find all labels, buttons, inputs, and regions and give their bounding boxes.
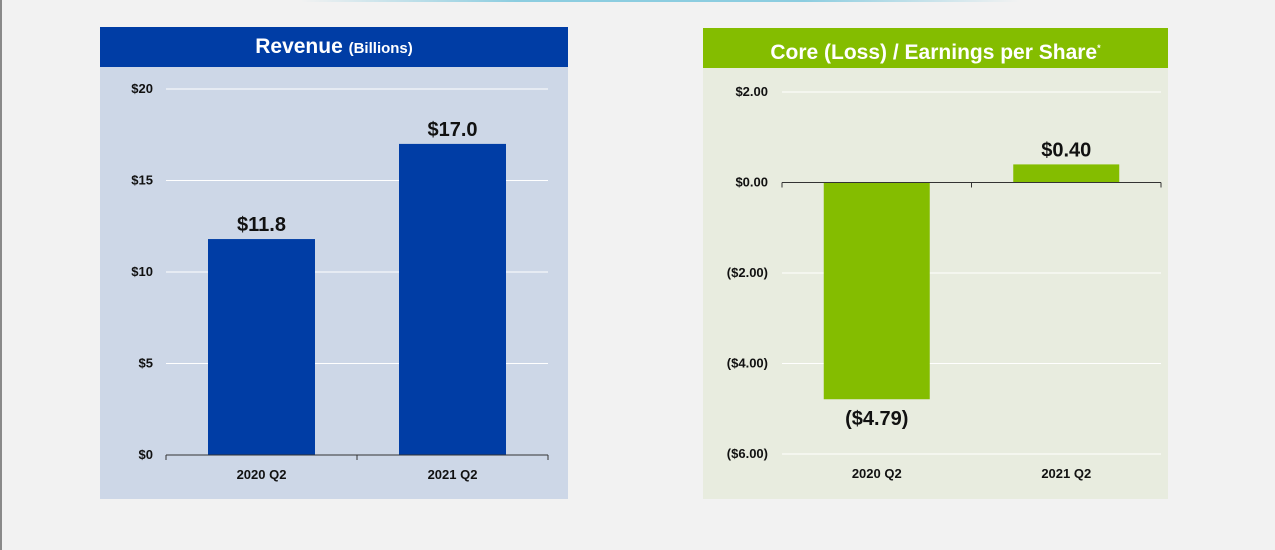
eps-y-tick-label: ($4.00) <box>727 356 768 371</box>
revenue-bar-0 <box>208 239 315 455</box>
revenue-y-tick-label: $15 <box>131 173 153 188</box>
revenue-chart: $0 $5 $10 $15 $20 $11.8 2020 Q2 $17.0 2021 Q2 <box>100 27 568 499</box>
eps-title-bar <box>703 28 1168 68</box>
revenue-chart-panel: $0 $5 $10 $15 $20 $11.8 2020 Q2 $17.0 2021 Q2 Re… <box>100 27 568 499</box>
revenue-x-tick-label-1: 2021 Q2 <box>428 467 478 482</box>
eps-y-tick-label: $2.00 <box>735 84 768 99</box>
eps-chart-title: Core (Loss) / Earnings per Share* <box>703 28 1168 68</box>
eps-x-tick-label-0: 2020 Q2 <box>852 466 902 481</box>
eps-y-tick-label: ($6.00) <box>727 446 768 461</box>
eps-chart: $2.00 $0.00 ($2.00) ($4.00) ($6.00) ($4.79) 20… <box>703 28 1168 499</box>
revenue-chart-title: Revenue (Billions) <box>100 27 568 67</box>
revenue-bar-1 <box>399 143 506 455</box>
revenue-data-label-0: $11.8 <box>237 214 286 236</box>
top-rule <box>300 0 1020 2</box>
eps-data-label-1: $0.40 <box>1041 139 1091 161</box>
eps-bar-1 <box>1013 164 1120 183</box>
eps-chart-panel: $2.00 $0.00 ($2.00) ($4.00) ($6.00) ($4.79) 20… <box>703 28 1168 499</box>
eps-title-text: Core (Loss) / Earnings per Share <box>770 41 1098 64</box>
eps-footnote-mark: * <box>1097 43 1101 53</box>
revenue-title-text: Revenue <box>255 35 343 58</box>
window-left-edge <box>0 0 2 550</box>
revenue-title-bar <box>100 27 568 67</box>
revenue-subtitle-text: (Billions) <box>348 40 413 57</box>
revenue-y-tick-label: $5 <box>139 356 153 371</box>
eps-bar-0 <box>823 182 930 400</box>
eps-y-tick-label: $0.00 <box>735 175 768 190</box>
revenue-y-tick-label: $0 <box>139 447 153 462</box>
eps-data-label-0: ($4.79) <box>845 408 908 430</box>
revenue-y-tick-label: $10 <box>131 264 153 279</box>
eps-x-tick-label-1: 2021 Q2 <box>1041 466 1091 481</box>
eps-y-tick-label: ($2.00) <box>727 265 768 280</box>
revenue-data-label-1: $17.0 <box>427 119 477 141</box>
eps-plot-background <box>703 28 1168 499</box>
revenue-y-tick-label: $20 <box>131 81 153 96</box>
revenue-x-tick-label-0: 2020 Q2 <box>237 467 287 482</box>
